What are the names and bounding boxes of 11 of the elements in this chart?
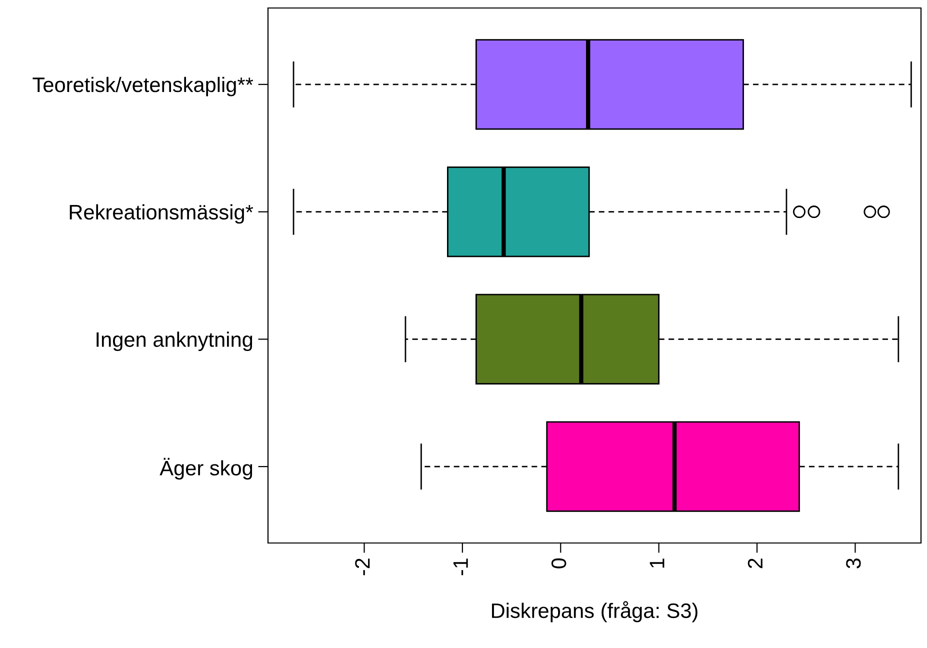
- x-tick-label: 3: [846, 558, 861, 568]
- y-tick-label: Teoretisk/vetenskaplig**: [32, 76, 254, 96]
- x-tick-label: 0: [551, 558, 566, 568]
- y-tick-label: Ingen anknytning: [96, 332, 252, 352]
- x-tick-label: 2: [748, 558, 762, 568]
- y-tick-label: Rekreationsmässig*: [70, 204, 254, 224]
- x-tick-label: 1: [650, 558, 664, 568]
- x-tick-label: -2: [355, 558, 370, 576]
- x-axis-title: Diskrepans (fråga: S3): [492, 601, 698, 622]
- y-tick-label: Äger skog: [160, 458, 252, 480]
- x-tick-label: -1: [453, 558, 468, 576]
